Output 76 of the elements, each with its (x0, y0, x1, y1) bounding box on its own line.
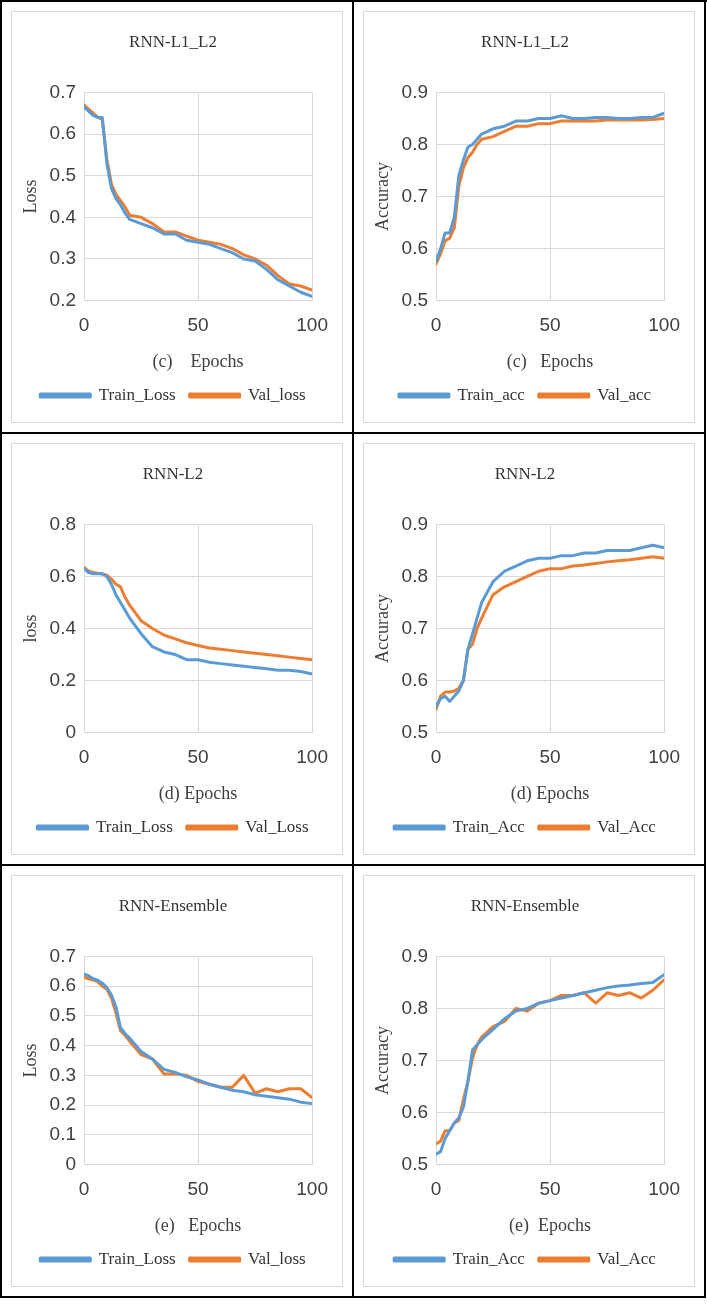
legend-label: Train_Loss (98, 1248, 176, 1268)
x-tick-label: 100 (648, 1178, 680, 1200)
y-tick-label: 0.6 (49, 122, 77, 144)
legend-label: Val_acc (597, 384, 652, 404)
y-tick-label: 0.7 (401, 184, 429, 206)
y-axis-title: Loss (19, 1043, 40, 1078)
x-axis-title: (c) Epochs (506, 350, 594, 372)
y-tick-label: 0.8 (401, 564, 429, 586)
x-tick-label: 50 (187, 746, 209, 768)
legend-label: Val_loss (248, 384, 306, 404)
x-tick-label: 50 (539, 1178, 561, 1200)
x-tick-label: 100 (296, 1178, 328, 1200)
y-axis-title: Accuracy (371, 594, 392, 663)
y-tick-label: 0.9 (401, 944, 429, 966)
y-tick-label: 0.5 (49, 1004, 77, 1026)
y-tick-label: 0.8 (401, 996, 429, 1018)
y-tick-label: 0.5 (49, 163, 77, 185)
legend-label: Val_Acc (597, 816, 657, 836)
chart-title: RNN-L2 (142, 463, 204, 483)
chart-title: RNN-L1_L2 (129, 31, 217, 51)
y-tick-label: 0.9 (401, 512, 429, 534)
y-tick-label: 0.7 (49, 80, 77, 102)
x-tick-label: 50 (187, 1178, 209, 1200)
legend-label: Train_acc (457, 384, 526, 404)
y-tick-label: 0.5 (401, 288, 429, 310)
legend-label: Val_loss (248, 1248, 306, 1268)
y-tick-label: 0.9 (401, 80, 429, 102)
x-tick-label: 100 (296, 314, 328, 336)
y-tick-label: 0.2 (49, 288, 77, 310)
legend-label: Train_Acc (452, 1248, 526, 1268)
y-tick-label: 0.1 (49, 1123, 77, 1145)
y-tick-label: 0.7 (401, 1048, 429, 1070)
y-tick-label: 0.6 (49, 564, 77, 586)
x-axis-title: (d) Epochs (510, 782, 590, 804)
chart-title: RNN-Ensemble (470, 895, 580, 915)
y-tick-label: 0.4 (49, 205, 77, 227)
y-axis-title: loss (19, 614, 40, 643)
y-tick-label: 0.5 (401, 720, 429, 742)
x-tick-label: 100 (648, 746, 680, 768)
y-tick-label: 0.2 (49, 668, 77, 690)
x-axis-title: (d) Epochs (158, 782, 238, 804)
y-tick-label: 0.8 (49, 512, 77, 534)
x-tick-label: 100 (648, 314, 680, 336)
chart-title: RNN-L1_L2 (481, 31, 569, 51)
y-tick-label: 0.6 (49, 974, 77, 996)
legend-label: Train_Loss (98, 384, 176, 404)
x-tick-label: 100 (296, 746, 328, 768)
chart-title: RNN-L2 (494, 463, 556, 483)
y-tick-label: 0.2 (49, 1093, 77, 1115)
legend-label: Val_Acc (597, 1248, 657, 1268)
y-tick-label: 0 (65, 720, 77, 742)
legend-label: Val_Loss (245, 816, 309, 836)
y-axis-title: Accuracy (371, 1026, 392, 1095)
x-axis-title: (e) Epochs (154, 1214, 242, 1236)
y-tick-label: 0.3 (49, 247, 77, 269)
x-tick-label: 50 (187, 314, 209, 336)
y-axis-title: Loss (19, 179, 40, 214)
legend-label: Train_Acc (452, 816, 526, 836)
y-tick-label: 0 (65, 1152, 77, 1174)
y-tick-label: 0.7 (49, 944, 77, 966)
x-tick-label: 50 (539, 314, 561, 336)
x-tick-label: 50 (539, 746, 561, 768)
x-axis-title: (c) Epochs (152, 350, 244, 372)
x-axis-title: (e) Epochs (509, 1214, 592, 1236)
y-tick-label: 0.4 (49, 1033, 77, 1055)
y-tick-label: 0.6 (401, 1100, 429, 1122)
chart-title: RNN-Ensemble (118, 895, 228, 915)
y-tick-label: 0.3 (49, 1063, 77, 1085)
y-tick-label: 0.5 (401, 1152, 429, 1174)
y-tick-label: 0.8 (401, 132, 429, 154)
y-tick-label: 0.6 (401, 236, 429, 258)
y-tick-label: 0.6 (401, 668, 429, 690)
legend-label: Train_Loss (95, 816, 173, 836)
y-axis-title: Accuracy (371, 162, 392, 231)
y-tick-label: 0.7 (401, 616, 429, 638)
y-tick-label: 0.4 (49, 616, 77, 638)
